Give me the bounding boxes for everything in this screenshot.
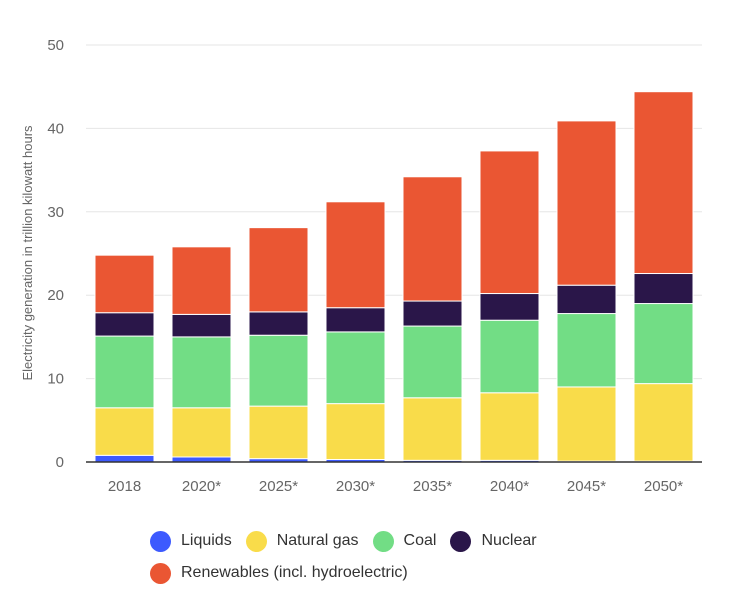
bar-segment-renewables-incl-hydroelectric-2020[interactable] xyxy=(171,246,232,315)
bar-segment-coal-2020[interactable] xyxy=(171,336,232,409)
y-tick-label: 40 xyxy=(47,120,64,137)
bar-segment-renewables-incl-hydroelectric-2050[interactable] xyxy=(633,91,694,275)
x-tick-label: 2025* xyxy=(259,478,298,495)
legend: Liquids Natural gas Coal Nuclear Renewables… xyxy=(150,527,620,591)
x-tick-label: 2018 xyxy=(108,478,141,495)
x-tick-label: 2030* xyxy=(336,478,375,495)
x-tick-label: 2045* xyxy=(567,478,606,495)
bar-segment-nuclear-2020[interactable] xyxy=(171,313,232,338)
bar-segment-natural-gas-2030[interactable] xyxy=(325,403,386,460)
bar-segment-nuclear-2050[interactable] xyxy=(633,273,694,305)
x-tick-label: 2035* xyxy=(413,478,452,495)
legend-item[interactable]: Renewables (incl. hydroelectric) xyxy=(150,562,408,584)
legend-swatch xyxy=(245,530,267,552)
legend-label: Renewables (incl. hydroelectric) xyxy=(181,564,408,581)
bar-segment-natural-gas-2045[interactable] xyxy=(556,386,617,462)
legend-swatch xyxy=(150,530,171,552)
legend-item[interactable]: Coal xyxy=(372,530,437,552)
bar-segment-nuclear-2040[interactable] xyxy=(479,293,540,321)
legend-swatch xyxy=(450,530,472,552)
y-tick-label: 10 xyxy=(47,371,64,388)
legend-item[interactable]: Natural gas xyxy=(245,530,359,552)
y-tick-label: 20 xyxy=(47,287,64,304)
legend-item[interactable]: Liquids xyxy=(150,530,232,552)
bar-segment-liquids-2018[interactable] xyxy=(94,454,155,463)
y-tick-label: 50 xyxy=(47,37,64,54)
bar-segment-nuclear-2035[interactable] xyxy=(402,300,463,327)
bar-segment-coal-2045[interactable] xyxy=(556,313,617,388)
legend-label: Nuclear xyxy=(481,532,537,549)
bar-segment-renewables-incl-hydroelectric-2040[interactable] xyxy=(479,150,540,295)
bar-segment-coal-2035[interactable] xyxy=(402,325,463,399)
bar-segment-coal-2040[interactable] xyxy=(479,319,540,394)
bar-segment-renewables-incl-hydroelectric-2018[interactable] xyxy=(94,254,155,314)
bar-segment-coal-2030[interactable] xyxy=(325,331,386,405)
legend-label: Liquids xyxy=(181,532,232,549)
bar-segment-renewables-incl-hydroelectric-2035[interactable] xyxy=(402,176,463,302)
y-tick-label: 30 xyxy=(47,204,64,221)
y-axis-title: Electricity generation in trillion kilow… xyxy=(20,125,35,381)
bar-segment-natural-gas-2035[interactable] xyxy=(402,397,463,461)
bar-segment-natural-gas-2025[interactable] xyxy=(248,405,309,460)
x-tick-label: 2040* xyxy=(490,478,529,495)
bar-segment-nuclear-2025[interactable] xyxy=(248,311,309,336)
bar-segment-natural-gas-2020[interactable] xyxy=(171,407,232,458)
bar-segment-nuclear-2018[interactable] xyxy=(94,312,155,337)
legend-label: Natural gas xyxy=(276,532,359,549)
bar-segment-nuclear-2030[interactable] xyxy=(325,307,386,333)
x-tick-label: 2050* xyxy=(644,478,683,495)
legend-label: Coal xyxy=(403,532,437,549)
legend-swatch xyxy=(372,530,394,552)
legend-item[interactable]: Nuclear xyxy=(450,530,537,552)
bar-segment-coal-2050[interactable] xyxy=(633,303,694,385)
bar-segment-nuclear-2045[interactable] xyxy=(556,284,617,315)
y-tick-label: 0 xyxy=(56,454,64,471)
bar-segment-coal-2025[interactable] xyxy=(248,334,309,407)
x-tick-label: 2020* xyxy=(182,478,221,495)
legend-swatch xyxy=(150,562,171,584)
bar-segment-natural-gas-2050[interactable] xyxy=(633,383,694,462)
bar-segment-liquids-2020[interactable] xyxy=(171,456,232,463)
legend-row: Renewables (incl. hydroelectric) xyxy=(150,559,620,587)
bar-segment-renewables-incl-hydroelectric-2030[interactable] xyxy=(325,201,386,309)
bar-segment-renewables-incl-hydroelectric-2045[interactable] xyxy=(556,120,617,286)
bar-segment-natural-gas-2040[interactable] xyxy=(479,392,540,461)
bar-segment-renewables-incl-hydroelectric-2025[interactable] xyxy=(248,227,309,313)
bar-segment-coal-2018[interactable] xyxy=(94,335,155,409)
bar-segment-natural-gas-2018[interactable] xyxy=(94,407,155,456)
legend-row: Liquids Natural gas Coal Nuclear xyxy=(150,527,620,555)
